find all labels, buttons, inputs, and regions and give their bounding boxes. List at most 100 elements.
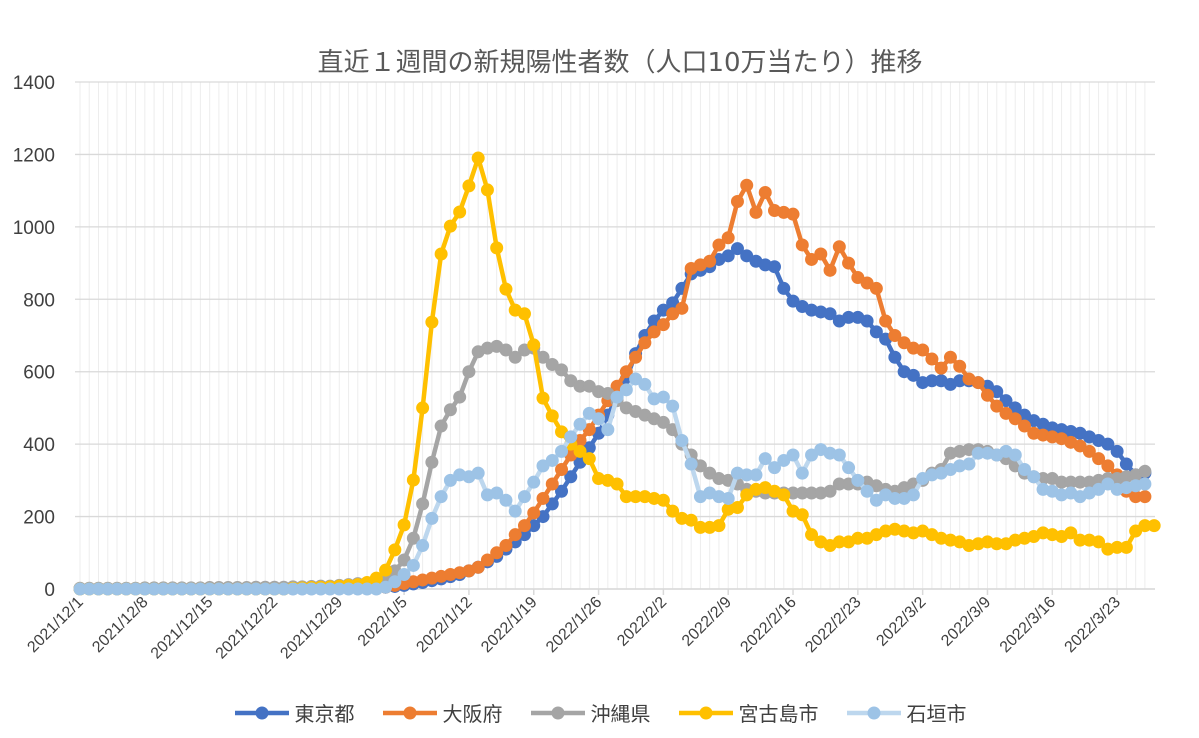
data-point (971, 376, 985, 390)
data-point (675, 301, 689, 315)
data-point (1064, 526, 1078, 540)
data-point (823, 263, 837, 277)
data-point (490, 486, 504, 500)
data-point (536, 491, 550, 505)
x-tick-label: 2022/1/26 (543, 594, 605, 656)
data-point (443, 219, 457, 233)
data-point (508, 528, 522, 542)
data-point (517, 519, 531, 533)
data-point (434, 419, 448, 433)
data-point (601, 423, 615, 437)
data-point (888, 329, 902, 342)
data-point (564, 430, 578, 444)
x-tick-label: 2022/3/16 (997, 594, 1059, 656)
data-point (934, 361, 948, 375)
data-point (916, 343, 930, 357)
y-tick-label: 1400 (13, 73, 55, 94)
data-point (480, 183, 494, 197)
y-tick-label: 200 (23, 508, 55, 529)
data-point (573, 444, 587, 458)
legend: 東京都 大阪府 沖縄県 宮古島市 石垣市 (0, 698, 1199, 727)
data-point (573, 417, 587, 431)
y-tick-label: 600 (23, 363, 55, 384)
data-point (990, 399, 1004, 413)
data-point (1018, 462, 1032, 476)
data-point (582, 452, 596, 466)
data-point (786, 207, 800, 221)
legend-label: 大阪府 (442, 702, 503, 726)
data-point (1119, 457, 1133, 471)
data-point (555, 484, 569, 498)
data-point (619, 383, 633, 397)
data-point (712, 238, 726, 252)
data-point (638, 377, 652, 391)
legend-marker-icon (678, 706, 733, 719)
data-point (656, 318, 670, 332)
data-point (823, 484, 837, 498)
data-point (462, 365, 476, 379)
y-tick-label: 0 (44, 580, 55, 601)
y-tick-label: 1200 (13, 145, 55, 166)
data-point (1008, 412, 1022, 426)
data-point (555, 444, 569, 458)
data-point (832, 240, 846, 254)
legend-marker-icon (846, 706, 901, 719)
data-point (536, 391, 550, 405)
x-tick-label: 2022/3/9 (938, 594, 994, 650)
data-point (851, 473, 865, 487)
data-point (666, 399, 680, 413)
x-tick-label: 2022/1/5 (355, 594, 411, 650)
data-point (416, 401, 430, 415)
x-tick-label: 2021/12/22 (213, 594, 282, 663)
x-tick-label: 2021/12/8 (89, 594, 151, 656)
data-point (703, 254, 717, 268)
data-point (943, 350, 957, 364)
legend-marker-icon (530, 706, 585, 719)
data-point (619, 365, 633, 379)
legend-label: 石垣市 (906, 702, 967, 726)
data-point (768, 260, 781, 274)
data-point (1147, 519, 1161, 533)
data-point (814, 247, 828, 261)
data-point (684, 457, 698, 471)
data-point (425, 315, 439, 329)
legend-marker-icon (382, 706, 437, 719)
data-point (795, 238, 809, 252)
data-point (471, 151, 485, 165)
data-point (749, 205, 763, 219)
data-point (869, 281, 883, 295)
data-point (1018, 419, 1032, 433)
legend-label: 宮古島市 (738, 702, 819, 726)
data-point (610, 390, 624, 404)
data-point (721, 491, 735, 505)
data-point (443, 403, 457, 417)
legend-item: 東京都 (233, 698, 355, 727)
data-point (879, 314, 893, 328)
data-point (499, 343, 513, 357)
data-point (1092, 535, 1106, 549)
data-point (555, 363, 569, 377)
data-point (499, 282, 513, 296)
data-point (471, 560, 485, 574)
data-point (730, 242, 744, 256)
x-tick-label: 2022/2/9 (679, 594, 735, 650)
x-tick-label: 2021/12/29 (277, 594, 346, 663)
data-point (666, 504, 680, 518)
data-point (545, 477, 559, 491)
data-point (453, 390, 467, 404)
data-point (1138, 490, 1152, 504)
data-point (795, 466, 809, 480)
data-point (656, 390, 670, 404)
data-point (656, 415, 670, 429)
data-point (397, 518, 411, 532)
data-point (777, 488, 791, 502)
data-point (508, 504, 522, 518)
y-tick-label: 400 (23, 435, 55, 456)
data-point (842, 256, 856, 270)
data-point (425, 511, 439, 525)
data-point (675, 434, 689, 448)
data-point (823, 307, 837, 321)
legend-item: 大阪府 (381, 698, 503, 727)
data-point (758, 452, 772, 466)
